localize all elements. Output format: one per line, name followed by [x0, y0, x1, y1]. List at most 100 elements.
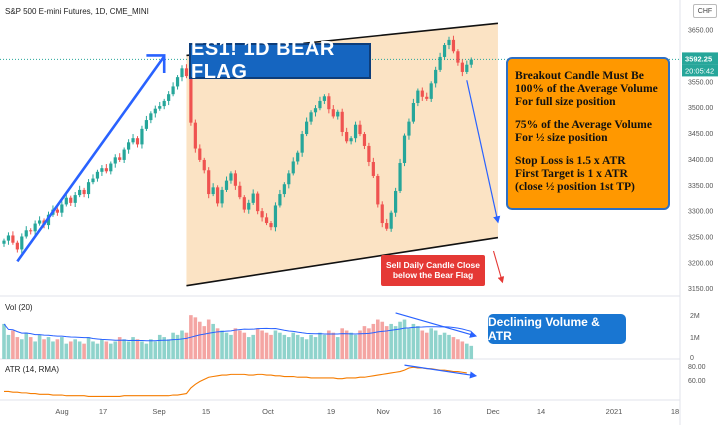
- volume-bar: [206, 319, 211, 359]
- candles-group: [2, 35, 473, 254]
- volume-bar: [282, 334, 287, 359]
- candle-body: [167, 94, 171, 101]
- candle-body: [229, 173, 233, 181]
- candle-body: [135, 138, 140, 145]
- volume-bar: [193, 317, 198, 359]
- candle-body: [269, 223, 273, 228]
- candle-body: [434, 69, 438, 84]
- rule-half-size: 75% of the Average Volume For ½ size pos…: [515, 117, 652, 144]
- candle-body: [394, 190, 398, 213]
- volume-bar: [135, 339, 140, 359]
- candle-body: [91, 178, 95, 183]
- candle-body: [100, 168, 104, 172]
- volume-bar: [384, 326, 389, 359]
- candle-body: [264, 217, 269, 224]
- sell-note-box: Sell Daily Candle Close below the Bear F…: [381, 255, 485, 286]
- price-tick-label: 3150.00: [688, 286, 713, 293]
- candle-body: [358, 124, 362, 135]
- volume-bar: [260, 330, 264, 359]
- volume-bar: [211, 323, 215, 359]
- candle-body: [300, 134, 304, 153]
- time-tick-label: Nov: [376, 407, 390, 416]
- volume-bar: [33, 341, 37, 359]
- candle-body: [291, 161, 295, 174]
- volume-bar: [420, 330, 425, 359]
- volume-bar: [126, 341, 131, 359]
- volume-bar: [68, 341, 73, 359]
- candle-body: [158, 106, 162, 109]
- candle-body: [118, 157, 122, 160]
- atr-decline-arrow: [404, 364, 478, 379]
- candle-body: [336, 111, 340, 117]
- candle-body: [416, 90, 420, 103]
- candle-body: [407, 121, 411, 136]
- candle-body: [273, 205, 278, 228]
- volume-bar: [91, 341, 95, 359]
- volume-bar: [429, 328, 433, 359]
- candle-body: [15, 242, 19, 250]
- volume-bar: [349, 332, 353, 359]
- volume-bar: [11, 330, 15, 359]
- price-tick-label: 3500.00: [688, 105, 713, 112]
- candle-body: [260, 211, 264, 218]
- volume-bar: [327, 330, 331, 359]
- volume-bar: [367, 328, 371, 359]
- last-price-badge-label: 3592.25: [685, 54, 712, 63]
- candle-body: [402, 135, 407, 164]
- candle-body: [238, 185, 242, 198]
- volume-bar: [55, 339, 60, 359]
- candle-body: [425, 96, 429, 99]
- candle-body: [144, 120, 148, 129]
- candle-body: [149, 113, 153, 121]
- candle-body: [380, 204, 384, 224]
- volume-bar: [95, 343, 100, 359]
- volume-bar: [144, 343, 149, 359]
- volume-tick-label: 2M: [690, 313, 700, 320]
- sell-note-text: Sell Daily Candle Close below the Bear F…: [385, 259, 480, 280]
- volume-bar: [264, 332, 269, 359]
- candle-body: [305, 121, 309, 135]
- volume-bar: [465, 343, 469, 359]
- rule-stop-target: Stop Loss is 1.5 x ATR First Target is 1…: [515, 153, 635, 193]
- candle-body: [104, 168, 108, 172]
- candle-body: [95, 171, 100, 179]
- currency-selector[interactable]: CHF: [693, 4, 717, 18]
- volume-bar: [166, 339, 171, 359]
- candle-body: [86, 182, 91, 195]
- candle-body: [113, 157, 117, 164]
- flag-lower-line: [186, 236, 499, 287]
- price-tick-label: 3250.00: [688, 234, 713, 241]
- volume-bar: [51, 341, 55, 359]
- volume-tick-label: 1M: [690, 335, 700, 342]
- candle-body: [140, 128, 144, 145]
- volume-bar: [304, 339, 309, 359]
- volume-bar: [42, 339, 46, 359]
- candle-body: [233, 173, 237, 186]
- candle-body: [64, 197, 68, 205]
- volume-bar: [180, 330, 184, 359]
- volume-bar: [340, 328, 344, 359]
- candle-body: [55, 209, 59, 213]
- candle-body: [171, 86, 175, 95]
- price-tick-label: 3650.00: [688, 28, 713, 35]
- trading-rules-box: Breakout Candle Must Be 100% of the Aver…: [506, 57, 670, 210]
- volume-bar: [109, 343, 113, 359]
- atr-panel-label: ATR (14, RMA): [5, 365, 59, 374]
- candle-body: [198, 148, 202, 160]
- volume-bar: [6, 334, 11, 359]
- time-tick-label: Sep: [152, 407, 165, 416]
- pattern-title-box: ES1! 1D BEAR FLAG: [189, 38, 371, 83]
- volume-bar: [447, 334, 451, 359]
- volume-bar: [82, 343, 86, 359]
- candle-body: [33, 223, 37, 232]
- volume-bar: [295, 334, 300, 359]
- candle-body: [420, 90, 424, 97]
- volume-bar: [28, 337, 33, 359]
- volume-bar: [398, 321, 402, 359]
- volume-bar: [184, 332, 189, 359]
- time-tick-label: 17: [99, 407, 107, 416]
- volume-bar: [238, 330, 242, 359]
- candle-body: [442, 45, 447, 57]
- volume-bar: [113, 341, 118, 359]
